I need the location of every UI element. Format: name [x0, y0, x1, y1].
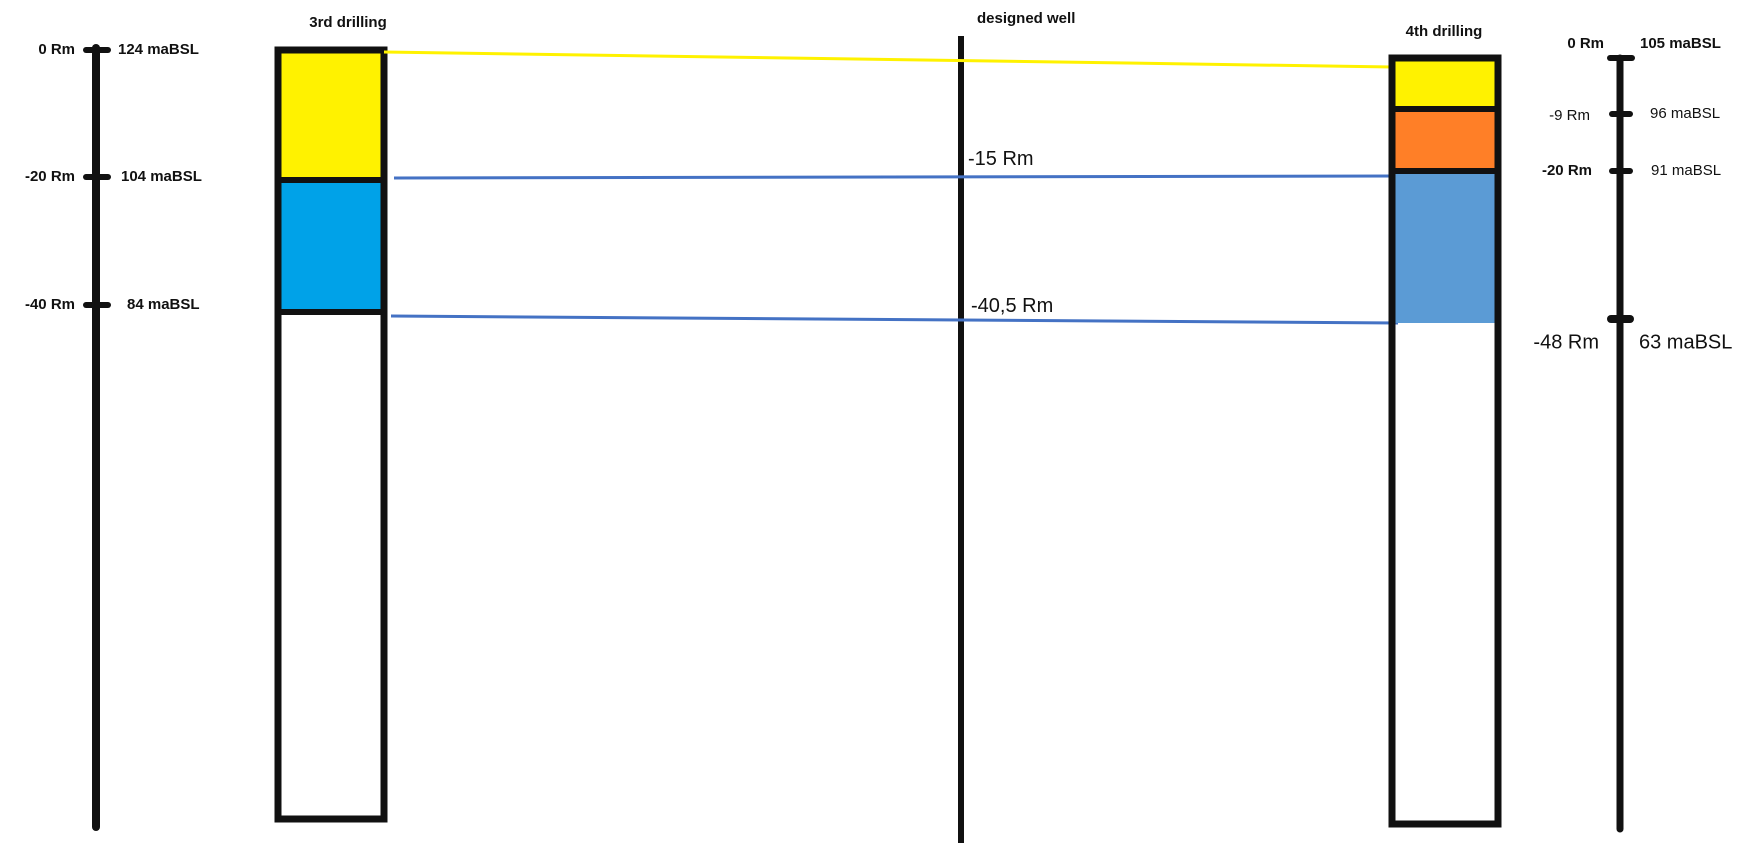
- right-scale-rm-0: 0 Rm: [1567, 35, 1604, 52]
- right-scale-rm-1: -9 Rm: [1549, 107, 1590, 124]
- left-scale-mabsl-0: 124 maBSL: [118, 41, 199, 58]
- left-scale-rm-0: 0 Rm: [38, 41, 75, 58]
- left-scale-rm-1: -20 Rm: [25, 168, 75, 185]
- fourth-drilling-column: 4th drilling: [1388, 23, 1502, 828]
- left-scale-mabsl-1: 104 maBSL: [121, 168, 202, 185]
- third-drilling-outline: [274, 46, 388, 823]
- left-scale-rm-2: -40 Rm: [25, 296, 75, 313]
- third-drilling-column: 3rd drilling: [274, 14, 388, 823]
- right-scale-rm-2: -20 Rm: [1542, 162, 1592, 179]
- third-drilling-blue-layer: [278, 182, 384, 310]
- fourth-drilling-orange-layer: [1392, 112, 1498, 170]
- right-depth-scale: 0 Rm 105 maBSL -9 Rm 96 maBSL -20 Rm 91 …: [1533, 35, 1732, 833]
- third-drilling-yellow-layer: [278, 50, 384, 179]
- designed-well-depth-label-1: -15 Rm: [968, 148, 1034, 170]
- right-scale-mabsl-3: 63 maBSL: [1639, 331, 1732, 353]
- right-scale-rm-3: -48 Rm: [1533, 331, 1599, 353]
- designed-well-depth-label-2: -40,5 Rm: [971, 295, 1053, 317]
- correlation-line-middle: [393, 174, 1399, 180]
- fourth-drilling-title: 4th drilling: [1406, 23, 1483, 40]
- right-scale-mabsl-1: 96 maBSL: [1650, 105, 1720, 122]
- correlation-line-bottom: [390, 314, 1399, 325]
- correlation-lines: [383, 50, 1399, 325]
- third-drilling-title: 3rd drilling: [309, 14, 387, 31]
- right-scale-mabsl-2: 91 maBSL: [1651, 162, 1721, 179]
- left-scale-mabsl-2: 84 maBSL: [127, 296, 200, 313]
- left-depth-scale: 0 Rm 124 maBSL -20 Rm 104 maBSL -40 Rm 8…: [25, 41, 202, 831]
- fourth-drilling-outline: [1388, 54, 1502, 828]
- correlation-line-top: [383, 50, 1393, 69]
- fourth-drilling-yellow-layer: [1392, 58, 1498, 110]
- right-scale-mabsl-0: 105 maBSL: [1640, 35, 1721, 52]
- designed-well-title: designed well: [977, 10, 1075, 27]
- designed-well: designed well -15 Rm -40,5 Rm: [958, 10, 1075, 843]
- fourth-drilling-blue-layer: [1392, 172, 1498, 323]
